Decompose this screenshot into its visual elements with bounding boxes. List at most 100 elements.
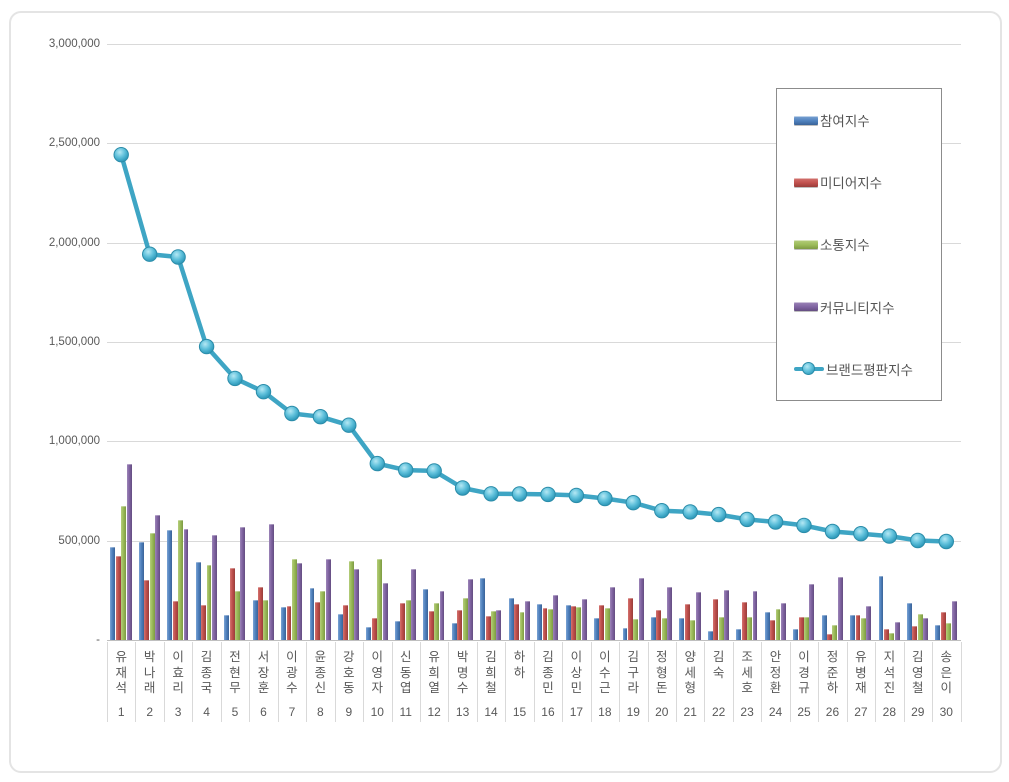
rank-label: 22 [711, 705, 726, 719]
rank-label: 30 [939, 705, 953, 719]
rank-label: 7 [288, 705, 296, 719]
bar [258, 586, 263, 640]
bar [775, 609, 781, 640]
line-marker [142, 246, 158, 262]
line-marker [198, 338, 215, 355]
bar [423, 588, 429, 640]
bar [832, 625, 838, 640]
line-marker [824, 523, 841, 540]
brand-reputation-line [113, 147, 954, 550]
bar [110, 546, 116, 640]
rank-label: 13 [455, 705, 470, 719]
bar [679, 617, 685, 640]
rank-label: 8 [317, 705, 324, 719]
bar [656, 610, 662, 640]
rank-label: 23 [740, 705, 754, 719]
bar [434, 603, 440, 640]
rank-label: 25 [797, 705, 811, 719]
bar [695, 592, 701, 640]
category-separator [135, 642, 137, 722]
y-tick-label: 500,000 [58, 534, 100, 547]
legend-label: 커뮤니티지수 [820, 300, 895, 316]
bar [348, 561, 354, 640]
bar [889, 632, 895, 640]
line-marker [739, 511, 755, 528]
gridline [107, 242, 961, 244]
line-marker [341, 417, 357, 433]
line-marker [767, 514, 784, 530]
bar [252, 600, 258, 640]
bar [633, 619, 639, 640]
rank-label: 5 [231, 705, 239, 719]
bar [172, 601, 178, 640]
category-separator [903, 642, 905, 722]
legend-entry-participation: 참여지수 [777, 110, 941, 130]
line-marker [454, 480, 471, 496]
bar [514, 604, 520, 640]
bar [599, 605, 605, 640]
y-tick-label: 1,500,000 [48, 336, 100, 348]
rank-label: 4 [203, 705, 210, 719]
media-series-swatch-icon [794, 177, 818, 187]
bar [354, 568, 360, 640]
bar [400, 603, 406, 640]
category-separator [704, 642, 706, 722]
bar [684, 604, 690, 640]
bar [940, 611, 946, 640]
bar [547, 608, 553, 640]
line-marker [938, 533, 954, 550]
legend-entry-brand-reputation: 브랜드평판지수 [777, 359, 941, 379]
bar [325, 559, 331, 640]
rank-label: 15 [512, 705, 527, 719]
line-marker [255, 384, 272, 400]
bar [206, 564, 212, 640]
bar [286, 606, 292, 640]
category-separator [732, 642, 734, 722]
bar [144, 580, 150, 640]
line-marker [711, 506, 727, 523]
bar [690, 620, 696, 640]
bar [480, 577, 486, 640]
bar [894, 621, 900, 640]
bar [627, 597, 633, 640]
rank-label: 29 [911, 705, 925, 719]
category-separator [220, 642, 222, 722]
category-separator [391, 642, 393, 722]
line-marker [796, 517, 812, 534]
rank-label: 26 [825, 705, 840, 719]
rank-label: 20 [655, 705, 669, 719]
category-separator [562, 642, 564, 722]
bar [764, 612, 770, 640]
y-tick-label: 1,000,000 [48, 435, 100, 448]
bar [224, 614, 230, 640]
bar [821, 615, 827, 640]
bar [571, 605, 576, 640]
bar [604, 608, 610, 640]
line-marker [853, 526, 869, 542]
rank-label: 24 [768, 705, 783, 719]
bar [736, 629, 742, 640]
bar [542, 607, 548, 640]
rank-label: 10 [370, 705, 384, 719]
line-marker [881, 528, 898, 544]
bar [320, 591, 326, 640]
category-separator [163, 642, 165, 722]
bar [411, 569, 416, 640]
bar [519, 611, 525, 640]
community-series-swatch-icon [794, 302, 818, 312]
bar [780, 603, 786, 640]
